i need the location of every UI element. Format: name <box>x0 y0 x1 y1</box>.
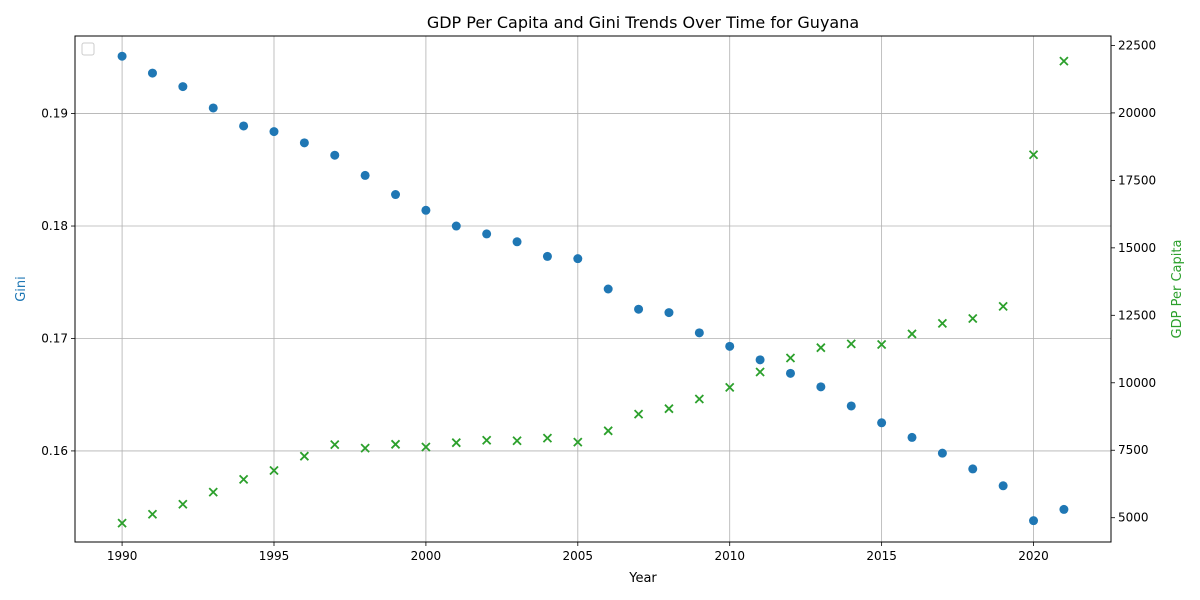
gdp-per-capita-point <box>968 313 978 324</box>
gini-point <box>755 355 765 365</box>
gini-point <box>542 251 552 261</box>
gdp-per-capita-point <box>178 499 188 509</box>
plot-frame <box>74 35 1112 543</box>
gini-point <box>1059 504 1069 514</box>
gini-point <box>330 150 340 160</box>
gdp-per-capita-point <box>147 509 158 519</box>
y-left-tick-label: 0.18 <box>41 219 68 233</box>
x-tick-label: 2015 <box>866 549 897 563</box>
gini-point <box>451 221 461 231</box>
gini-point <box>634 304 644 314</box>
gdp-per-capita-point <box>269 465 279 476</box>
gdp-per-capita-point <box>664 404 674 414</box>
gdp-per-capita-point <box>390 439 401 449</box>
gini-point <box>421 205 431 215</box>
gdp-per-capita-point <box>573 437 583 447</box>
y-axis-left: 0.16 0.17 0.18 0.19 <box>41 107 75 458</box>
gdp-per-capita-point <box>603 426 613 436</box>
gini-point <box>360 170 370 180</box>
gdp-per-capita-point <box>512 436 522 446</box>
legend-box <box>81 42 95 56</box>
y-right-tick-label: 12500 <box>1118 308 1156 322</box>
gdp-per-capita-point <box>482 435 492 445</box>
gini-point <box>208 103 218 113</box>
gini-point <box>512 237 522 247</box>
y-axis-right: 5000 7500 10000 12500 15000 17500 20000 22500 <box>1111 38 1156 525</box>
gdp-per-capita-point <box>451 438 461 448</box>
gdp-per-capita-point <box>785 353 796 363</box>
y-left-tick-label: 0.16 <box>41 444 68 458</box>
y-right-tick-label: 17500 <box>1118 173 1156 187</box>
x-tick-label: 1990 <box>107 549 138 563</box>
x-tick-label: 2020 <box>1018 549 1049 563</box>
y-right-tick-label: 22500 <box>1118 38 1156 52</box>
gini-point <box>269 127 279 137</box>
gini-point <box>907 432 917 442</box>
gdp-per-capita-point <box>360 443 370 453</box>
gini-point <box>482 229 492 239</box>
gini-point <box>147 68 157 78</box>
gini-point <box>573 254 583 264</box>
gdp-per-capita-point <box>755 367 765 377</box>
gini-point <box>391 190 401 200</box>
gdp-per-capita-point <box>1059 56 1069 66</box>
y-left-tick-label: 0.19 <box>41 107 68 121</box>
gini-point <box>664 308 674 318</box>
gini-point <box>178 82 188 92</box>
gini-series <box>117 51 1069 526</box>
gdp-per-capita-point <box>421 442 431 452</box>
y-axis-right-label: GDP Per Capita <box>1170 240 1185 339</box>
grid <box>75 36 1111 542</box>
x-axis: 1990 1995 2000 2005 2010 2015 2020 <box>107 542 1049 563</box>
gdp-per-capita-point <box>1028 150 1039 160</box>
x-tick-label: 2005 <box>563 549 594 563</box>
gini-point <box>299 138 309 148</box>
gdp-per-capita-point <box>208 487 218 497</box>
y-axis-left-label: Gini <box>14 276 29 302</box>
chart-title: GDP Per Capita and Gini Trends Over Time… <box>427 13 859 32</box>
gdp-per-capita-series <box>117 56 1069 528</box>
gdp-per-capita-point <box>117 518 127 528</box>
y-right-tick-label: 20000 <box>1118 106 1156 120</box>
gdp-per-capita-point <box>937 318 948 329</box>
x-tick-label: 1995 <box>259 549 290 563</box>
gdp-per-capita-point <box>330 439 340 450</box>
gini-point <box>785 368 795 378</box>
y-right-tick-label: 5000 <box>1118 511 1149 525</box>
gdp-per-capita-point <box>694 394 704 404</box>
x-tick-label: 2000 <box>411 549 442 563</box>
gini-point <box>117 51 127 61</box>
gini-point <box>877 418 887 428</box>
gini-point <box>937 448 947 458</box>
gdp-per-capita-point <box>876 339 887 350</box>
gdp-per-capita-point <box>907 329 917 339</box>
gdp-per-capita-point <box>238 474 249 485</box>
x-tick-label: 2010 <box>714 549 745 563</box>
gini-point <box>816 382 826 392</box>
x-axis-label: Year <box>628 571 657 586</box>
gini-point <box>694 328 704 338</box>
gini-point <box>603 284 613 294</box>
y-right-tick-label: 15000 <box>1118 241 1156 255</box>
gini-point <box>239 121 249 131</box>
gdp-per-capita-point <box>998 301 1008 312</box>
gdp-per-capita-point <box>725 382 735 393</box>
gini-point <box>1029 516 1039 526</box>
y-right-tick-label: 7500 <box>1118 443 1149 457</box>
gini-point <box>968 464 978 474</box>
gdp-per-capita-point <box>846 339 856 349</box>
gdp-per-capita-point <box>633 409 644 419</box>
gdp-per-capita-point <box>816 343 826 353</box>
y-left-tick-label: 0.17 <box>41 331 68 345</box>
gini-point <box>998 481 1008 491</box>
y-right-tick-label: 10000 <box>1118 376 1156 390</box>
gdp-per-capita-point <box>542 433 553 443</box>
series-layer <box>117 51 1069 528</box>
gini-point <box>846 401 856 411</box>
gini-point <box>725 341 735 351</box>
gdp-per-capita-point <box>299 451 310 461</box>
